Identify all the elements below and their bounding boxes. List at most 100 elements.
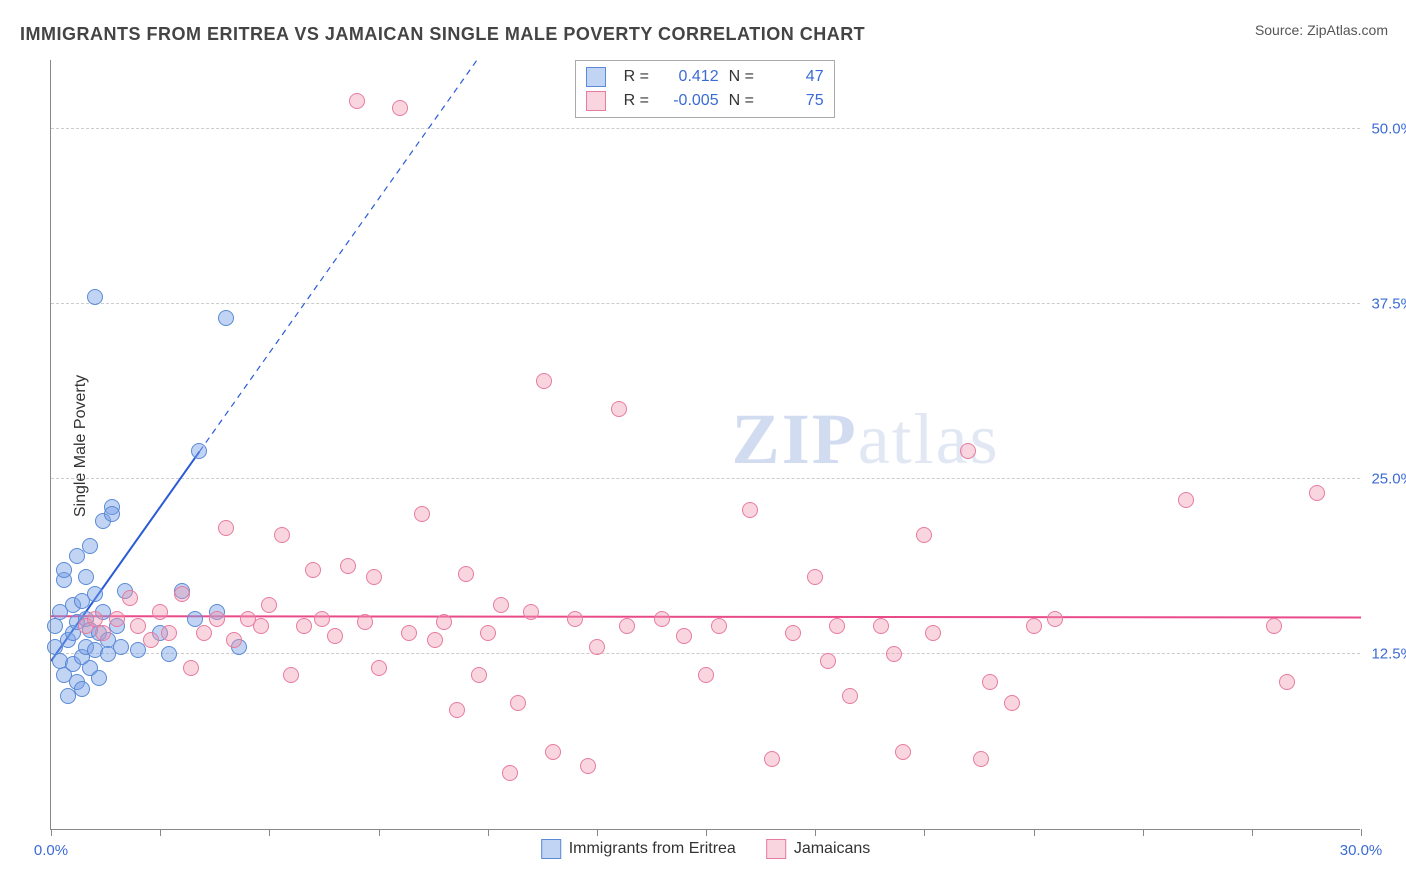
legend-label: Jamaicans <box>794 840 870 857</box>
data-point <box>829 618 845 634</box>
data-point <box>619 618 635 634</box>
data-point <box>392 100 408 116</box>
scatter-plot-area: ZIPatlas R =0.412N =47R =-0.005N =75 Imm… <box>50 60 1360 830</box>
data-point <box>960 443 976 459</box>
data-point <box>261 597 277 613</box>
stat-r-value: 0.412 <box>664 65 719 89</box>
x-tick <box>1361 829 1362 836</box>
stats-row: R =-0.005N =75 <box>586 89 824 113</box>
x-tick <box>1143 829 1144 836</box>
stat-r-label: R = <box>624 65 654 89</box>
stat-n-label: N = <box>729 65 759 89</box>
data-point <box>209 611 225 627</box>
source-link[interactable]: ZipAtlas.com <box>1307 22 1388 38</box>
data-point <box>973 751 989 767</box>
y-tick-label: 37.5% <box>1364 296 1406 313</box>
data-point <box>274 527 290 543</box>
chart-title: IMMIGRANTS FROM ERITREA VS JAMAICAN SING… <box>20 24 865 45</box>
data-point <box>109 611 125 627</box>
gridline-h <box>51 303 1360 304</box>
data-point <box>100 646 116 662</box>
x-tick <box>1252 829 1253 836</box>
source-attribution: Source: ZipAtlas.com <box>1255 22 1388 38</box>
data-point <box>349 93 365 109</box>
data-point <box>711 618 727 634</box>
data-point <box>414 506 430 522</box>
data-point <box>785 625 801 641</box>
data-point <box>91 670 107 686</box>
data-point <box>676 628 692 644</box>
watermark: ZIPatlas <box>732 398 1000 481</box>
x-tick <box>706 829 707 836</box>
data-point <box>104 506 120 522</box>
x-tick <box>1034 829 1035 836</box>
x-tick <box>815 829 816 836</box>
data-point <box>886 646 902 662</box>
data-point <box>982 674 998 690</box>
legend-item: Jamaicans <box>766 839 870 859</box>
data-point <box>449 702 465 718</box>
data-point <box>87 289 103 305</box>
data-point <box>654 611 670 627</box>
x-tick <box>51 829 52 836</box>
swatch-icon <box>586 91 606 111</box>
data-point <box>764 751 780 767</box>
x-tick <box>924 829 925 836</box>
correlation-stats-box: R =0.412N =47R =-0.005N =75 <box>575 60 835 118</box>
y-tick-label: 50.0% <box>1364 121 1406 138</box>
x-tick <box>597 829 598 836</box>
data-point <box>916 527 932 543</box>
data-point <box>1309 485 1325 501</box>
x-tick-label: 30.0% <box>1340 842 1383 859</box>
data-point <box>74 681 90 697</box>
data-point <box>47 618 63 634</box>
data-point <box>807 569 823 585</box>
swatch-icon <box>766 839 786 859</box>
y-tick-label: 12.5% <box>1364 646 1406 663</box>
data-point <box>218 310 234 326</box>
legend-label: Immigrants from Eritrea <box>569 840 736 857</box>
stat-r-label: R = <box>624 89 654 113</box>
x-tick-label: 0.0% <box>34 842 68 859</box>
stat-r-value: -0.005 <box>664 89 719 113</box>
data-point <box>493 597 509 613</box>
data-point <box>87 586 103 602</box>
data-point <box>436 614 452 630</box>
data-point <box>152 604 168 620</box>
data-point <box>283 667 299 683</box>
data-point <box>567 611 583 627</box>
data-point <box>820 653 836 669</box>
x-tick <box>269 829 270 836</box>
legend-bottom: Immigrants from Eritrea Jamaicans <box>541 839 871 859</box>
data-point <box>523 604 539 620</box>
x-tick <box>379 829 380 836</box>
source-label: Source: <box>1255 22 1303 38</box>
swatch-icon <box>586 67 606 87</box>
watermark-atlas: atlas <box>858 399 1000 479</box>
x-tick <box>488 829 489 836</box>
data-point <box>611 401 627 417</box>
data-point <box>1178 492 1194 508</box>
data-point <box>56 562 72 578</box>
swatch-icon <box>541 839 561 859</box>
data-point <box>427 632 443 648</box>
data-point <box>589 639 605 655</box>
data-point <box>873 618 889 634</box>
data-point <box>1266 618 1282 634</box>
stat-n-value: 75 <box>769 89 824 113</box>
data-point <box>480 625 496 641</box>
data-point <box>82 538 98 554</box>
x-tick <box>160 829 161 836</box>
data-point <box>742 502 758 518</box>
data-point <box>226 632 242 648</box>
data-point <box>218 520 234 536</box>
watermark-zip: ZIP <box>732 399 858 479</box>
data-point <box>296 618 312 634</box>
data-point <box>161 646 177 662</box>
data-point <box>327 628 343 644</box>
data-point <box>305 562 321 578</box>
data-point <box>95 625 111 641</box>
data-point <box>925 625 941 641</box>
data-point <box>253 618 269 634</box>
data-point <box>1004 695 1020 711</box>
